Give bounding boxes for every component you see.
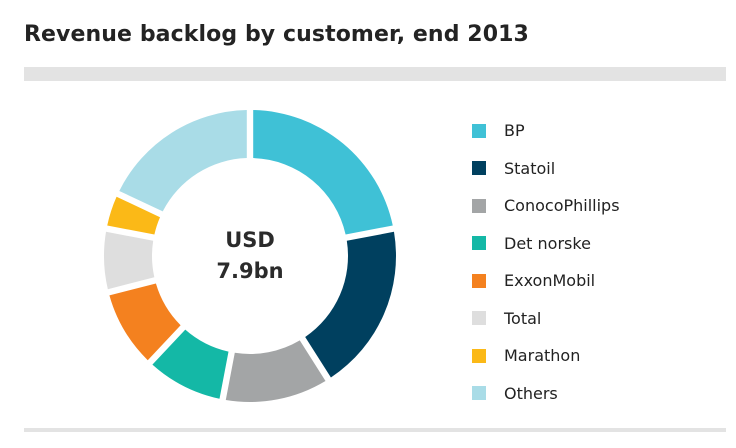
legend-item-others: Others (472, 375, 620, 413)
legend-swatch-exxonmobil (472, 273, 486, 288)
legend-swatch-marathon (472, 348, 486, 363)
legend-item-marathon: Marathon (472, 337, 620, 375)
center-label-currency: USD (225, 228, 275, 252)
donut-slice-exxonmobil (109, 283, 181, 361)
legend-swatch-total (472, 311, 486, 326)
donut-slice-statoil (305, 231, 396, 378)
legend: BP Statoil ConocoPhillips Det norske Exx… (472, 112, 620, 412)
legend-label-conocophillips: ConocoPhillips (504, 196, 620, 216)
legend-label-det-norske: Det norske (504, 233, 591, 253)
legend-label-bp: BP (504, 121, 525, 141)
donut-slice-bp (253, 110, 393, 235)
legend-item-bp: BP (472, 112, 620, 150)
legend-item-total: Total (472, 300, 620, 338)
donut-chart: USD 7.9bn (104, 110, 396, 403)
chart-title: Revenue backlog by customer, end 2013 (24, 22, 529, 47)
legend-item-statoil: Statoil (472, 150, 620, 188)
legend-label-exxonmobil: ExxonMobil (504, 271, 596, 291)
donut-slice-total (104, 231, 155, 290)
legend-swatch-det-norske (472, 236, 486, 251)
donut-slice-others (119, 110, 247, 212)
legend-swatch-bp (472, 123, 486, 138)
legend-item-conocophillips: ConocoPhillips (472, 187, 620, 225)
center-label-total: 7.9bn (216, 259, 283, 283)
legend-label-total: Total (504, 308, 542, 328)
donut-slice-det-norske (152, 329, 229, 399)
donut-slice-marathon (107, 196, 161, 235)
header-divider (24, 67, 726, 81)
legend-item-det-norske: Det norske (472, 225, 620, 263)
donut-slice-conocophillips (225, 340, 326, 403)
legend-swatch-others (472, 386, 486, 401)
footer-divider (24, 428, 726, 432)
legend-swatch-statoil (472, 161, 486, 176)
legend-swatch-conocophillips (472, 198, 486, 213)
legend-label-marathon: Marathon (504, 346, 581, 366)
legend-item-exxonmobil: ExxonMobil (472, 262, 620, 300)
legend-label-others: Others (504, 383, 558, 403)
legend-label-statoil: Statoil (504, 158, 556, 178)
